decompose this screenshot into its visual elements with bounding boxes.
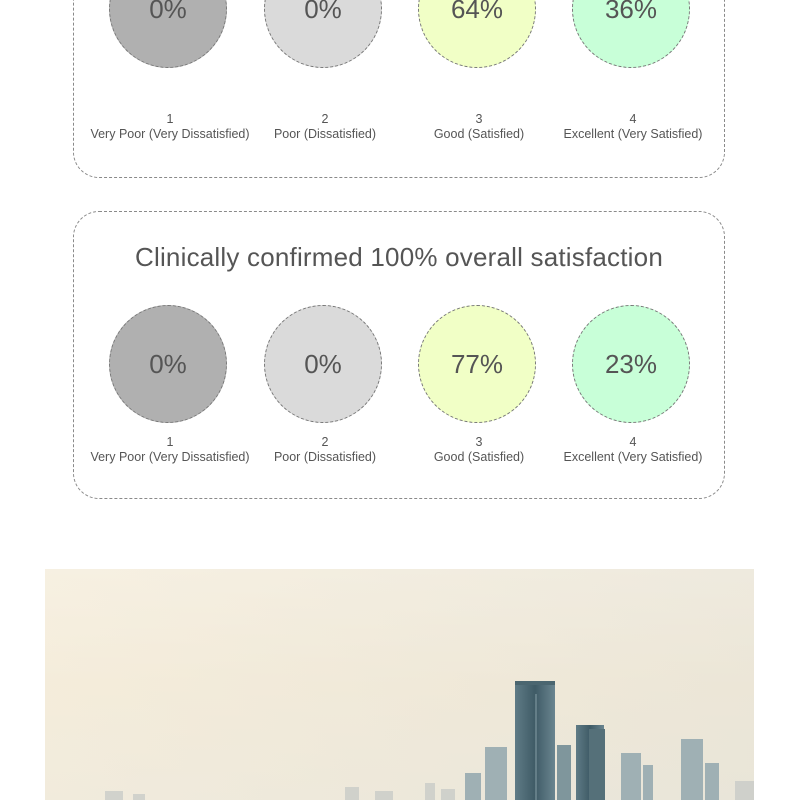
rating-number: 3: [475, 112, 483, 126]
rating-number: 3: [475, 435, 483, 449]
rating-number: 2: [321, 112, 329, 126]
rating-label-good: 3 Good (Satisfied): [394, 435, 564, 465]
rating-number: 4: [629, 112, 637, 126]
skyline-illustration: [45, 569, 754, 800]
rating-circle-good: 64%: [418, 0, 536, 68]
rating-value: 36%: [604, 0, 658, 24]
rating-label-very-poor: 1 Very Poor (Very Dissatisfied): [85, 435, 255, 465]
rating-text: Very Poor (Very Dissatisfied): [90, 127, 250, 141]
rating-circle-poor: 0%: [264, 305, 382, 423]
rating-circle-very-poor: 0%: [109, 305, 227, 423]
rating-label-good: 3 Good (Satisfied): [394, 112, 564, 142]
rating-text: Poor (Dissatisfied): [273, 127, 377, 141]
rating-circle-excellent: 36%: [572, 0, 690, 68]
rating-value: 0%: [304, 348, 342, 379]
rating-circle-good: 77%: [418, 305, 536, 423]
rating-text: Excellent (Very Satisfied): [563, 450, 703, 464]
rating-value: 0%: [149, 0, 187, 24]
rating-label-excellent: 4 Excellent (Very Satisfied): [548, 435, 718, 465]
rating-text: Excellent (Very Satisfied): [563, 127, 703, 141]
rating-value: 23%: [604, 348, 658, 379]
rating-label-very-poor: 1 Very Poor (Very Dissatisfied): [85, 112, 255, 142]
satisfaction-card-2: Clinically confirmed 100% overall satisf…: [73, 211, 725, 499]
rating-number: 4: [629, 435, 637, 449]
rating-circle-excellent: 23%: [572, 305, 690, 423]
rating-value: 0%: [149, 348, 187, 379]
card-title: Clinically confirmed 100% overall satisf…: [135, 242, 663, 272]
rating-circle-very-poor: 0%: [109, 0, 227, 68]
rating-text: Poor (Dissatisfied): [273, 450, 377, 464]
rating-text: Very Poor (Very Dissatisfied): [90, 450, 250, 464]
rating-number: 1: [166, 435, 174, 449]
rating-value: 77%: [450, 348, 504, 379]
rating-label-poor: 2 Poor (Dissatisfied): [240, 435, 410, 465]
rating-circle-poor: 0%: [264, 0, 382, 68]
rating-value: 64%: [450, 0, 504, 24]
rating-label-excellent: 4 Excellent (Very Satisfied): [548, 112, 718, 142]
rating-number: 2: [321, 435, 329, 449]
rating-text: Good (Satisfied): [433, 450, 525, 464]
rating-label-poor: 2 Poor (Dissatisfied): [240, 112, 410, 142]
rating-value: 0%: [304, 0, 342, 24]
satisfaction-card-1: 0% 0% 64% 36% 1 Very Poor (Very Dissatis…: [73, 0, 725, 178]
rating-number: 1: [166, 112, 174, 126]
city-skyline-photo: [45, 569, 754, 800]
rating-text: Good (Satisfied): [433, 127, 525, 141]
